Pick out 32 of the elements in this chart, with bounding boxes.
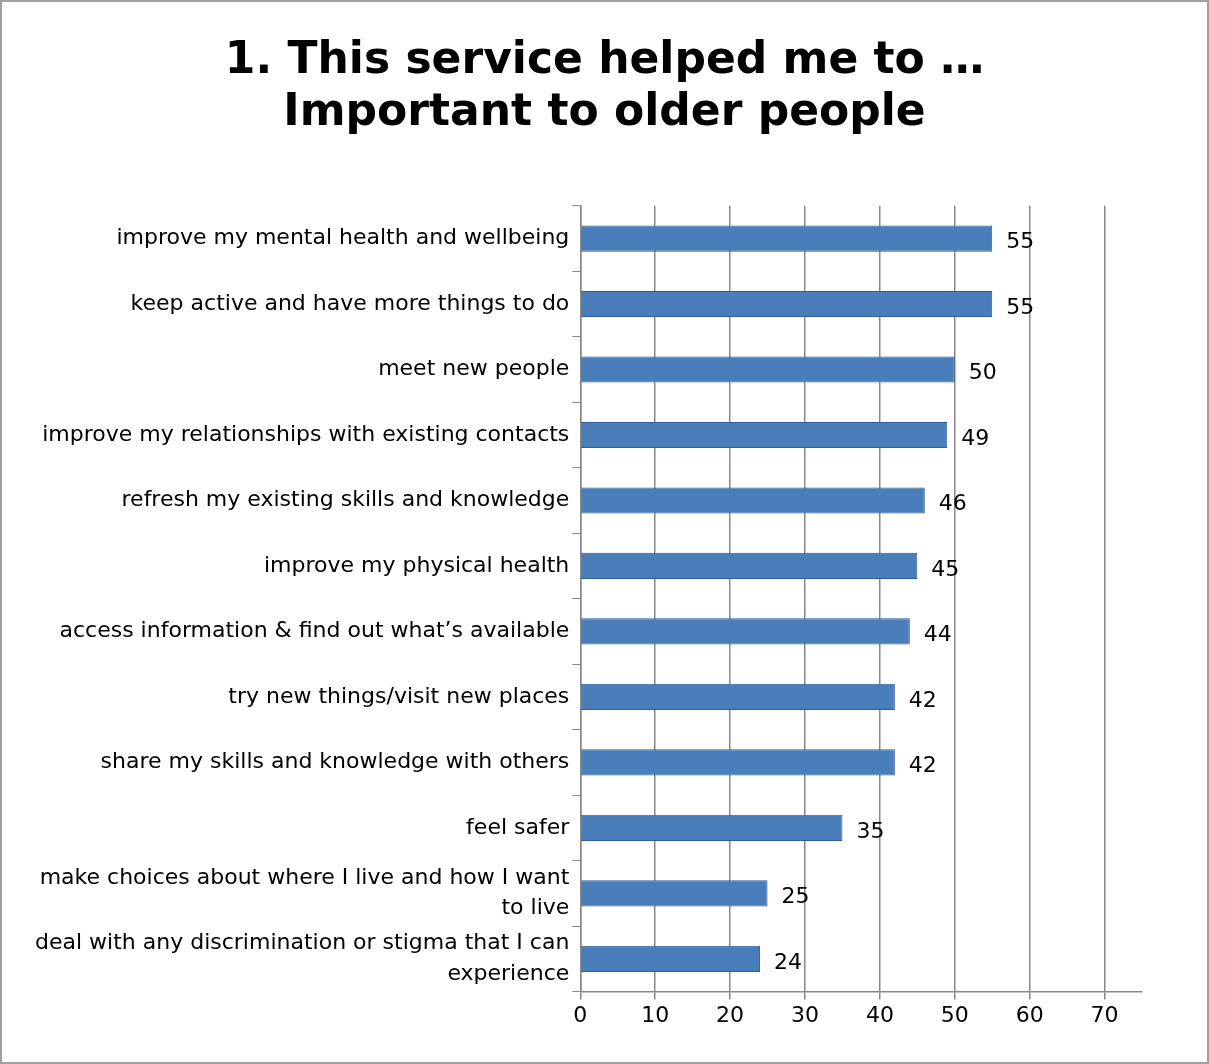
data-label: 35 — [856, 817, 885, 843]
x-tick-label: 20 — [716, 1001, 745, 1027]
x-tick-label: 0 — [573, 1001, 588, 1027]
data-label: 24 — [774, 948, 803, 974]
y-tick-label: improve my mental health and wellbeing — [116, 224, 570, 250]
data-label: 55 — [1006, 228, 1035, 254]
data-label: 45 — [931, 555, 960, 581]
y-tick-label: keep active and have more things to do — [130, 289, 570, 315]
data-label: 44 — [923, 621, 952, 647]
y-tick-label: meet new people — [378, 355, 570, 381]
y-tick-label: improve my relationships with existing contacts — [42, 420, 570, 446]
x-tick-label: 70 — [1090, 1001, 1119, 1027]
chart-title: 1. This service helped me to … Important to older people — [223, 32, 986, 136]
data-label: 55 — [1006, 293, 1035, 319]
data-label: 50 — [968, 359, 997, 385]
y-tick-label: try new things/visit new places — [228, 682, 570, 708]
y-tick-label: access information & find out what’s available — [59, 617, 570, 643]
x-tick-label: 60 — [1015, 1001, 1044, 1027]
data-label: 46 — [938, 490, 967, 516]
y-tick-label: deal with any discrimination or stigma that I can experience — [35, 929, 570, 985]
y-tick-label: improve my physical health — [263, 551, 570, 577]
y-tick-label: feel safer — [466, 813, 571, 839]
y-tick-label: refresh my existing skills and knowledge — [121, 486, 570, 512]
x-tick-label: 10 — [641, 1001, 670, 1027]
x-tick-label: 30 — [791, 1001, 819, 1027]
x-tick-label: 40 — [865, 1001, 894, 1027]
data-label: 49 — [961, 424, 990, 450]
data-label: 42 — [908, 752, 937, 778]
x-tick-label: 50 — [940, 1001, 969, 1027]
data-label: 25 — [781, 883, 810, 909]
data-label: 42 — [908, 686, 937, 712]
y-tick-label: share my skills and knowledge with others — [100, 748, 570, 774]
